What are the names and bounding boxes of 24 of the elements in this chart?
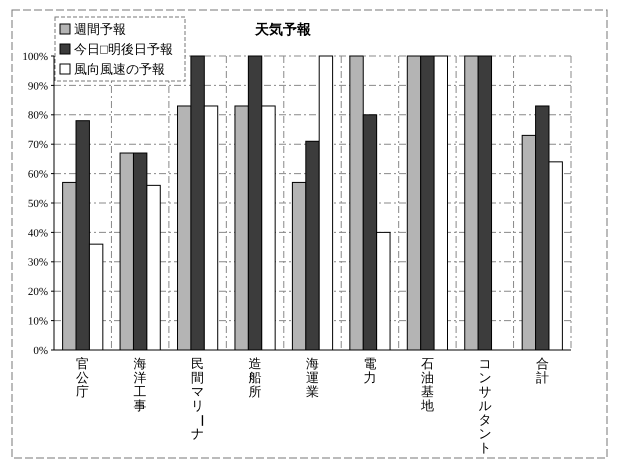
y-tick-label: 40% (28, 227, 48, 240)
y-tick-label: 60% (28, 168, 48, 180)
y-tick-label: 10% (28, 315, 48, 328)
y-tick-label: 100% (22, 50, 48, 63)
x-tick-label: 合計 (536, 356, 549, 385)
x-tick-label: 造船所 (248, 356, 262, 399)
x-tick-label: 石油基地 (420, 356, 434, 413)
x-tick-label: コンサルタント (478, 356, 492, 455)
x-tick-label: 民間マリーナ (191, 356, 210, 441)
y-tick-label: 90% (28, 80, 48, 92)
y-tick-label: 80% (28, 110, 48, 122)
y-tick-label: 30% (28, 256, 48, 269)
x-tick-label: 官公庁 (76, 356, 90, 399)
y-tick-label: 0% (33, 344, 48, 357)
x-tick-label: 海洋工事 (134, 356, 147, 413)
legend-label: 風向風速の予報 (74, 62, 165, 77)
chart-title: 天気予報 (254, 21, 312, 37)
x-tick-label: 電力 (363, 356, 376, 385)
y-tick-label: 50% (28, 198, 48, 210)
legend-label: 今日□明後日予報 (74, 42, 173, 57)
y-tick-label: 70% (28, 139, 48, 152)
y-tick-label: 20% (28, 286, 48, 298)
legend-label: 週間予報 (74, 22, 126, 37)
x-tick-label: 海運業 (306, 356, 319, 399)
